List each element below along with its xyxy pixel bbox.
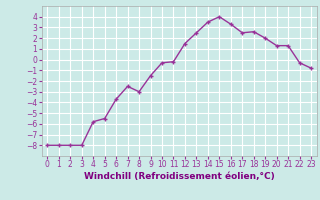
X-axis label: Windchill (Refroidissement éolien,°C): Windchill (Refroidissement éolien,°C)	[84, 172, 275, 181]
